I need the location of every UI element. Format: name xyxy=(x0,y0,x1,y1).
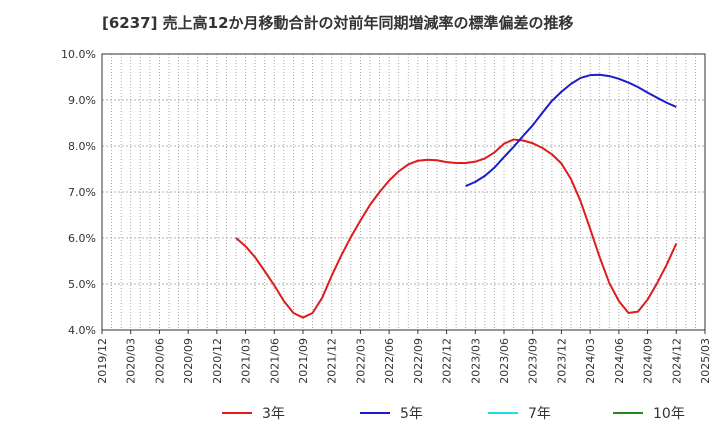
y-tick-label: 4.0% xyxy=(68,324,96,337)
x-tick-label: 2022/06 xyxy=(383,338,396,384)
y-tick-label: 6.0% xyxy=(68,232,96,245)
x-tick-label: 2021/12 xyxy=(326,338,339,384)
y-tick-label: 9.0% xyxy=(68,94,96,107)
y-tick-label: 5.0% xyxy=(68,278,96,291)
x-tick-label: 2022/09 xyxy=(412,338,425,384)
legend-label-2: 7年 xyxy=(528,406,551,422)
x-tick-label: 2021/09 xyxy=(297,338,310,384)
plot-border xyxy=(101,53,706,331)
x-tick-label: 2023/03 xyxy=(469,338,482,384)
series-layer xyxy=(235,73,678,319)
x-tick-label: 2024/12 xyxy=(670,338,683,384)
x-tick-label: 2020/06 xyxy=(153,338,166,384)
x-tick-label: 2020/03 xyxy=(125,338,138,384)
y-tick-label: 8.0% xyxy=(68,140,96,153)
series-line-1 xyxy=(465,73,677,187)
x-tick-label: 2025/03 xyxy=(699,338,712,384)
x-tick-label: 2024/03 xyxy=(584,338,597,384)
series-line-0 xyxy=(235,138,678,319)
legend-label-0: 3年 xyxy=(262,406,285,422)
legend-label-3: 10年 xyxy=(653,406,685,422)
legend-layer: 3年 5年 7年 10年 xyxy=(222,406,685,422)
x-tick-label: 2021/06 xyxy=(268,338,281,384)
y-tick-label: 7.0% xyxy=(68,186,96,199)
x-tick-label: 2024/06 xyxy=(613,338,626,384)
x-tick-label: 2023/09 xyxy=(527,338,540,384)
x-tick-label: 2022/12 xyxy=(441,338,454,384)
legend-label-1: 5年 xyxy=(400,406,423,422)
axis-layer: 4.0% 5.0% 6.0% 7.0% 8.0% 9.0% 10.0% 2019/12 2020… xyxy=(61,48,712,384)
chart-title: [6237] 売上高12か月移動合計の対前年同期増減率の標準偏差の推移 xyxy=(102,14,574,32)
x-tick-label: 2019/12 xyxy=(96,338,109,384)
x-tick-label: 2021/03 xyxy=(240,338,253,384)
y-tick-label: 10.0% xyxy=(61,48,96,61)
x-tick-label: 2020/12 xyxy=(211,338,224,384)
x-tick-label: 2022/03 xyxy=(354,338,367,384)
x-tick-label: 2024/09 xyxy=(642,338,655,384)
x-tick-label: 2023/06 xyxy=(498,338,511,384)
x-tick-label: 2023/12 xyxy=(555,338,568,384)
x-tick-label: 2020/09 xyxy=(182,338,195,384)
